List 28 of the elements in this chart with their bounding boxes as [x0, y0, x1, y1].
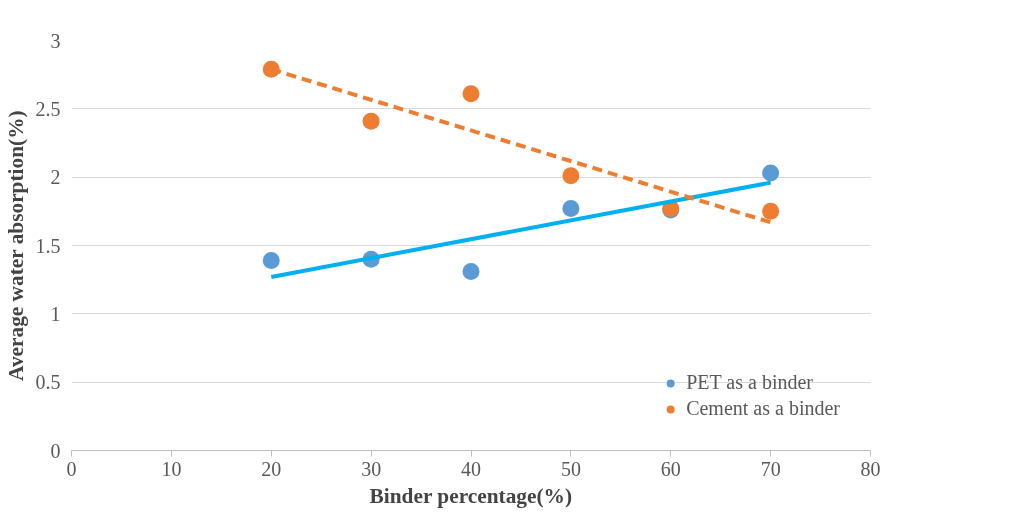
y-axis-title: Average water absorption(%): [3, 110, 28, 381]
x-tick-label: 0: [66, 457, 77, 480]
x-tick-label: 60: [660, 457, 681, 480]
x-tick-label: 50: [560, 457, 581, 480]
point: [762, 202, 780, 220]
y-tick-label: 1.5: [35, 234, 61, 257]
x-tick-label: 40: [461, 457, 481, 480]
point: [262, 252, 280, 270]
legend-label: PET as a binder: [686, 371, 813, 394]
x-tick-label: 30: [361, 457, 382, 480]
x-tick-label: 80: [860, 457, 881, 480]
point: [562, 200, 580, 218]
x-tick-label: 20: [261, 457, 282, 480]
y-tick-label: 1: [50, 302, 61, 325]
x-tick-label: 10: [161, 457, 182, 480]
y-tick-label: 0: [50, 439, 61, 462]
legend-label: Cement as a binder: [686, 397, 840, 420]
y-tick-label: 2: [50, 166, 61, 189]
x-axis-title: Binder percentage(%): [369, 483, 572, 508]
point: [462, 262, 480, 280]
y-tick-label: 2.5: [35, 97, 61, 120]
point: [462, 85, 480, 103]
point: [362, 112, 380, 130]
y-tick-label: 0.5: [35, 371, 61, 394]
y-tick-label: 3: [50, 29, 61, 52]
x-tick-label: 70: [760, 457, 781, 480]
point: [762, 164, 780, 182]
point: [562, 167, 580, 185]
